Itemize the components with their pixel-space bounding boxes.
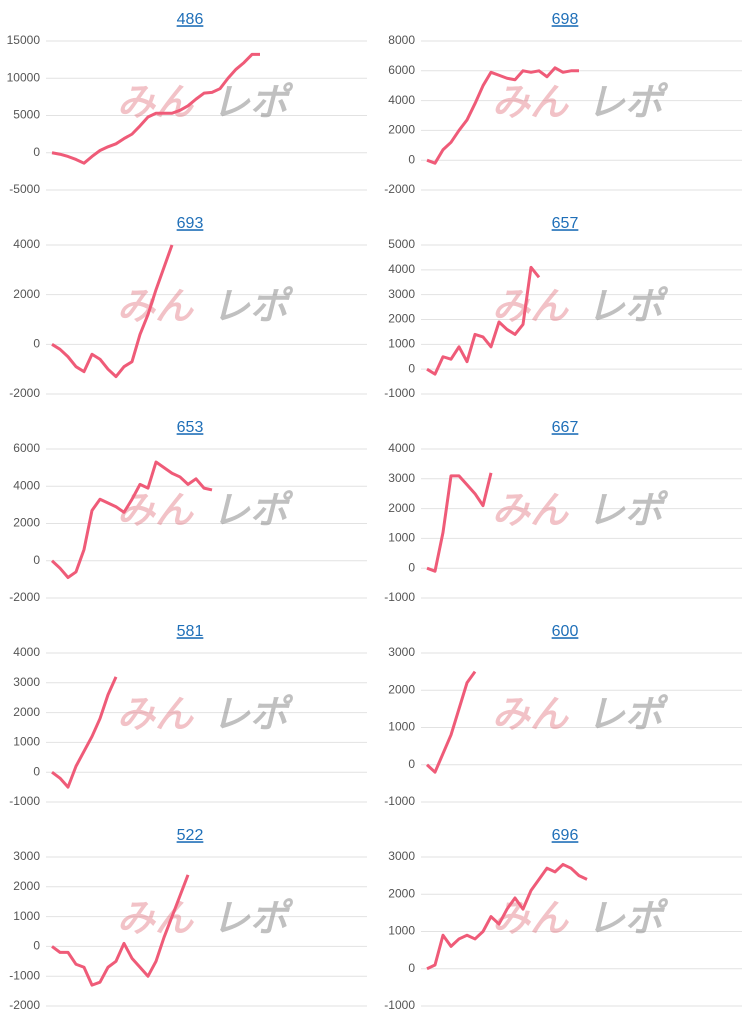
chart-title[interactable]: 486: [177, 11, 204, 28]
y-tick-label: 3000: [13, 849, 40, 863]
chart-title[interactable]: 657: [552, 215, 579, 232]
y-tick-label: 3000: [388, 849, 415, 863]
watermark: みん: [492, 490, 569, 532]
watermark: みん: [117, 82, 194, 124]
watermark: レポ: [212, 286, 294, 328]
watermark: レポ: [212, 898, 294, 940]
y-tick-label: 0: [408, 361, 415, 375]
y-tick-label: 0: [408, 560, 415, 574]
chart-title[interactable]: 653: [177, 419, 204, 436]
y-tick-label: 3000: [388, 471, 415, 485]
watermark: みん: [492, 286, 569, 328]
y-tick-label: 8000: [388, 33, 415, 47]
y-tick-label: -2000: [9, 998, 40, 1012]
y-tick-label: 2000: [13, 516, 40, 530]
y-tick-label: 2000: [388, 123, 415, 137]
y-tick-label: 6000: [388, 63, 415, 77]
watermark: レポ: [212, 82, 294, 124]
y-tick-label: 2000: [388, 886, 415, 900]
line: [51, 676, 118, 789]
y-tick-label: 0: [33, 145, 40, 159]
y-tick-label: 3000: [13, 675, 40, 689]
y-tick-label: 4000: [13, 645, 40, 659]
y-tick-label: 2000: [13, 287, 40, 301]
watermark: みん: [117, 694, 194, 736]
y-tick-label: 1000: [13, 909, 40, 923]
y-tick-label: 0: [408, 757, 415, 771]
y-tick-label: 0: [408, 152, 415, 166]
watermark: レポ: [587, 286, 669, 328]
watermark: レポ: [212, 490, 294, 532]
line: [426, 862, 588, 971]
y-tick-label: -1000: [384, 386, 415, 400]
y-tick-label: -1000: [384, 590, 415, 604]
y-tick-label: 1000: [13, 735, 40, 749]
y-tick-label: -2000: [384, 182, 415, 196]
y-tick-label: 2000: [13, 879, 40, 893]
watermark: みん: [492, 694, 569, 736]
chart-title[interactable]: 600: [552, 623, 579, 640]
y-tick-label: 2000: [388, 501, 415, 515]
line: [425, 670, 477, 774]
y-tick-label: 1000: [388, 720, 415, 734]
y-tick-label: 0: [33, 553, 40, 567]
line: [51, 52, 260, 165]
y-tick-label: 2000: [388, 312, 415, 326]
watermark: レポ: [587, 490, 669, 532]
chart-title[interactable]: 667: [552, 419, 579, 436]
watermark: みん: [117, 898, 194, 940]
y-tick-label: 2000: [13, 705, 40, 719]
watermark: みん: [492, 82, 569, 124]
watermark: レポ: [587, 82, 669, 124]
y-tick-label: 1000: [388, 531, 415, 545]
y-tick-label: -1000: [9, 968, 40, 982]
chart-title[interactable]: 698: [552, 11, 579, 28]
line: [51, 874, 190, 987]
y-tick-label: -1000: [384, 794, 415, 808]
y-tick-label: -2000: [9, 386, 40, 400]
y-tick-label: -2000: [9, 590, 40, 604]
y-tick-label: 5000: [13, 108, 40, 122]
watermark: みん: [492, 898, 569, 940]
y-tick-label: 2000: [388, 682, 415, 696]
chart-title[interactable]: 693: [177, 215, 204, 232]
watermark: みん: [117, 490, 194, 532]
line: [50, 460, 213, 580]
y-tick-label: 3000: [388, 287, 415, 301]
y-tick-label: 0: [408, 961, 415, 975]
watermark: レポ: [587, 694, 669, 736]
y-tick-label: 1000: [388, 924, 415, 938]
y-tick-label: -1000: [9, 794, 40, 808]
y-tick-label: 4000: [388, 93, 415, 107]
y-tick-label: 4000: [13, 237, 40, 251]
line: [426, 265, 541, 376]
y-tick-label: 3000: [388, 645, 415, 659]
y-tick-label: 4000: [388, 441, 415, 455]
chart-title[interactable]: 696: [552, 827, 579, 844]
y-tick-label: 4000: [13, 478, 40, 492]
line: [426, 472, 493, 573]
y-tick-label: 4000: [388, 262, 415, 276]
y-tick-label: 0: [33, 939, 40, 953]
chart-title[interactable]: 581: [177, 623, 204, 640]
y-tick-label: 1000: [388, 337, 415, 351]
watermark: レポ: [212, 694, 294, 736]
y-tick-label: 5000: [388, 237, 415, 251]
y-tick-label: -5000: [9, 182, 40, 196]
line: [51, 244, 174, 379]
y-tick-label: 0: [33, 337, 40, 351]
y-tick-label: -1000: [384, 998, 415, 1012]
y-tick-label: 6000: [13, 441, 40, 455]
y-tick-label: 0: [33, 764, 40, 778]
y-tick-label: 15000: [7, 33, 41, 47]
y-tick-label: 10000: [7, 70, 41, 84]
watermark: レポ: [587, 898, 669, 940]
chart-title[interactable]: 522: [177, 827, 204, 844]
line: [426, 66, 579, 165]
